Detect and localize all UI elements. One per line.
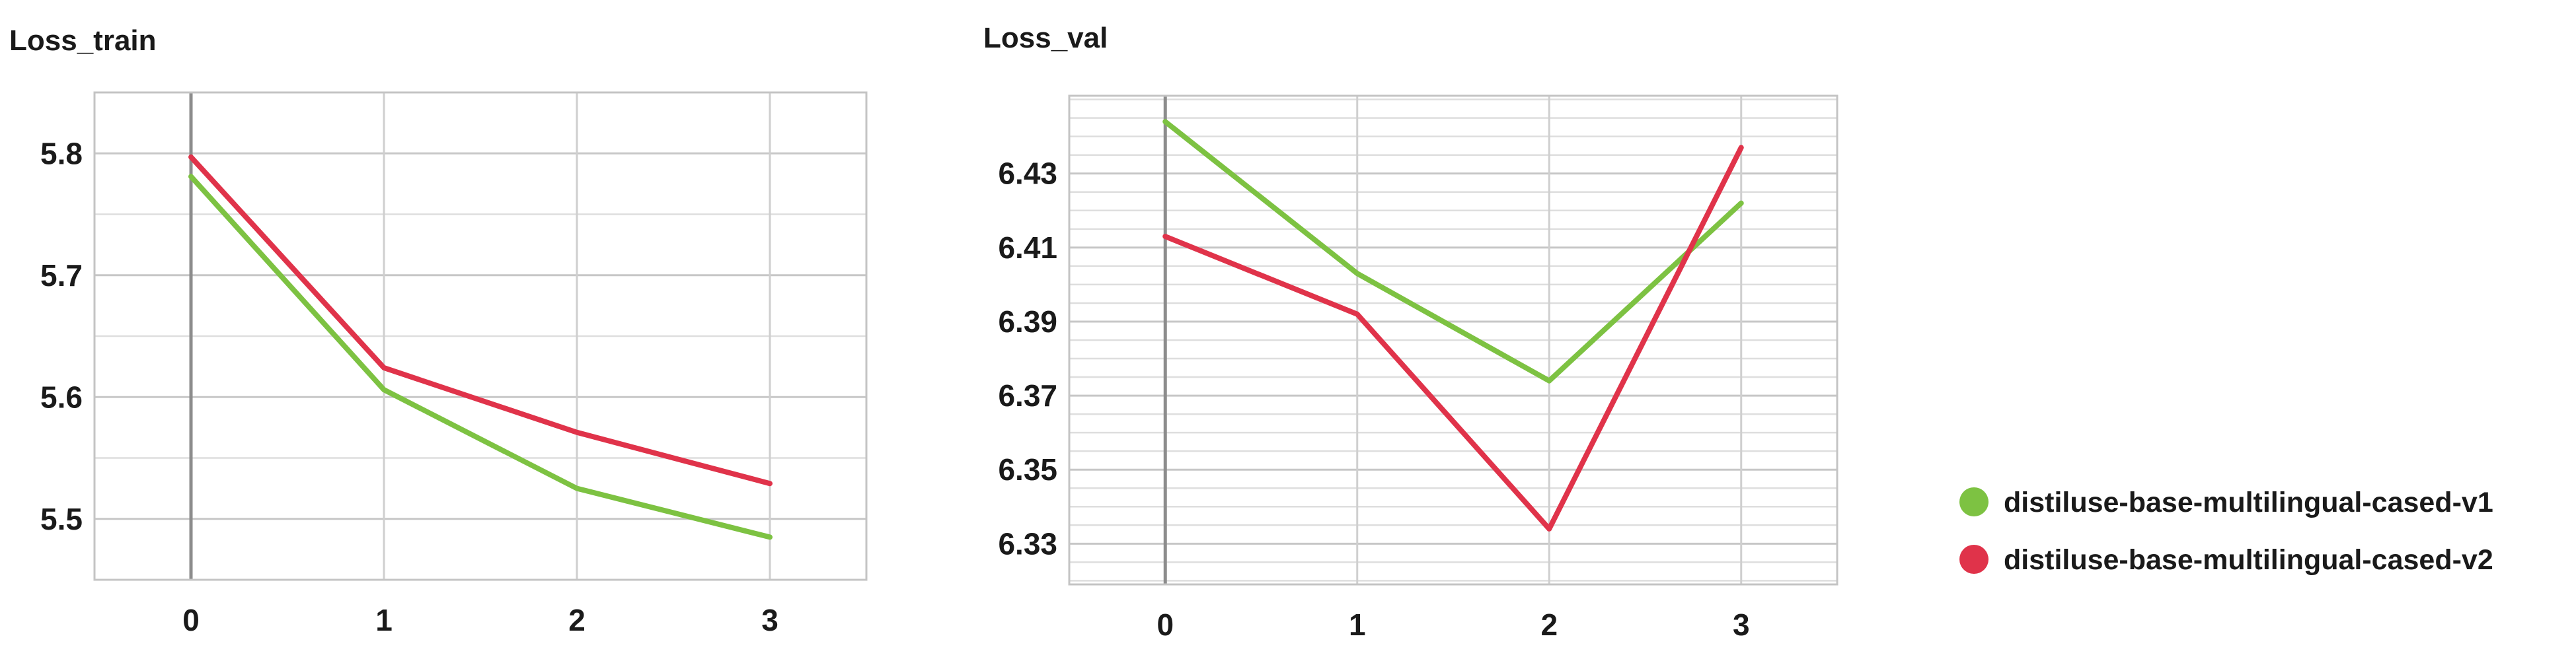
series-line-v2 bbox=[1162, 145, 1744, 532]
legend-swatch-v1 bbox=[1959, 487, 1989, 516]
legend: distiluse-base-multilingual-cased-v1 dis… bbox=[1959, 487, 2493, 576]
legend-item-v2[interactable]: distiluse-base-multilingual-cased-v2 bbox=[1959, 544, 2493, 576]
series-group bbox=[1162, 119, 1744, 532]
y-tick-label: 6.39 bbox=[998, 304, 1057, 339]
y-tick-label: 6.33 bbox=[998, 526, 1057, 561]
chart-title: Loss_val bbox=[983, 22, 1108, 54]
y-tick-label: 6.41 bbox=[998, 230, 1057, 265]
series-line-v1 bbox=[1162, 119, 1744, 384]
y-tick-label: 5.6 bbox=[40, 380, 83, 414]
x-tick-label: 3 bbox=[761, 603, 778, 637]
y-tick-label: 6.43 bbox=[998, 157, 1057, 191]
x-tick-label: 2 bbox=[1540, 608, 1558, 642]
x-tick-label: 0 bbox=[182, 603, 200, 637]
legend-item-v1[interactable]: distiluse-base-multilingual-cased-v1 bbox=[1959, 487, 2493, 518]
grid bbox=[1069, 96, 1837, 584]
chart-loss-val: Loss_val 6.33 6.35 6.37 6.39 6.41 6.43 0 1 2 3 bbox=[983, 22, 1838, 642]
grid bbox=[95, 91, 866, 580]
chart-title: Loss_train bbox=[9, 24, 157, 57]
tick-labels: 6.33 6.35 6.37 6.39 6.41 6.43 0 1 2 3 bbox=[998, 157, 1749, 642]
legend-label-v2: distiluse-base-multilingual-cased-v2 bbox=[2004, 544, 2493, 576]
x-tick-label: 0 bbox=[1156, 608, 1174, 642]
y-tick-label: 5.7 bbox=[40, 258, 83, 293]
y-tick-label: 5.8 bbox=[40, 136, 83, 170]
x-tick-label: 3 bbox=[1733, 608, 1750, 642]
chart-loss-train: Loss_train 5.5 5.6 5.7 5.8 0 1 2 3 bbox=[9, 24, 868, 637]
legend-swatch-v2 bbox=[1959, 545, 1989, 574]
plot-frame bbox=[93, 91, 868, 581]
series-line-v1 bbox=[188, 174, 773, 540]
series-group bbox=[188, 154, 773, 540]
tick-labels: 5.5 5.6 5.7 5.8 0 1 2 3 bbox=[40, 136, 778, 637]
y-tick-label: 6.37 bbox=[998, 378, 1057, 413]
series-line-v2 bbox=[188, 154, 773, 487]
legend-label-v1: distiluse-base-multilingual-cased-v1 bbox=[2004, 487, 2493, 518]
x-tick-label: 2 bbox=[568, 603, 586, 637]
plot-frame bbox=[1068, 94, 1838, 586]
x-tick-label: 1 bbox=[375, 603, 393, 637]
y-tick-label: 5.5 bbox=[40, 502, 83, 536]
y-tick-label: 6.35 bbox=[998, 452, 1057, 487]
x-tick-label: 1 bbox=[1349, 608, 1366, 642]
